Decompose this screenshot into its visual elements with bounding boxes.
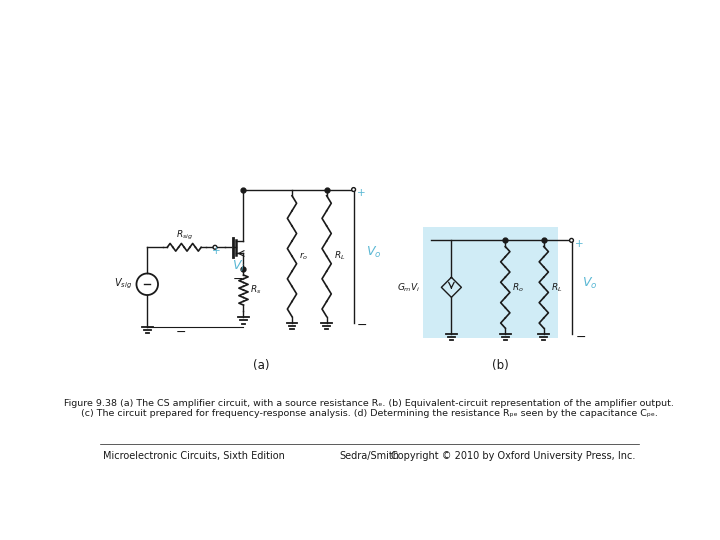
Text: (a): (a) (253, 359, 269, 372)
Text: −: − (356, 319, 367, 332)
Text: $r_o$: $r_o$ (299, 251, 308, 262)
Circle shape (351, 187, 356, 192)
Text: Sedra/Smith: Sedra/Smith (339, 451, 399, 461)
Text: $R_s$: $R_s$ (251, 284, 262, 296)
Text: −: − (233, 273, 243, 286)
Text: $R_L$: $R_L$ (333, 250, 345, 262)
Text: $V_{sig}$: $V_{sig}$ (114, 277, 132, 292)
Text: Microelectronic Circuits, Sixth Edition: Microelectronic Circuits, Sixth Edition (102, 451, 284, 461)
Text: $G_mV_i$: $G_mV_i$ (397, 281, 420, 294)
Text: +: + (356, 188, 365, 199)
Text: $R_o$: $R_o$ (512, 281, 524, 294)
Text: (b): (b) (492, 359, 508, 372)
Text: $V_o$: $V_o$ (582, 276, 598, 292)
Circle shape (213, 245, 217, 249)
Text: $R_L$: $R_L$ (551, 281, 562, 294)
Text: $V_o$: $V_o$ (366, 245, 382, 260)
Text: $R_{sig}$: $R_{sig}$ (176, 229, 193, 242)
Bar (423, 226, 558, 338)
Text: −: − (176, 326, 186, 339)
Text: Figure 9.38 (a) The CS amplifier circuit, with a source resistance Rₑ. (b) Equiv: Figure 9.38 (a) The CS amplifier circuit… (64, 399, 674, 408)
Text: $V_i$: $V_i$ (232, 259, 245, 274)
Circle shape (570, 239, 573, 242)
Text: −: − (575, 330, 586, 343)
Text: +: + (212, 246, 220, 256)
Text: +: + (575, 239, 584, 249)
Text: (c) The circuit prepared for frequency-response analysis. (d) Determining the re: (c) The circuit prepared for frequency-r… (81, 409, 657, 418)
Text: Copyright © 2010 by Oxford University Press, Inc.: Copyright © 2010 by Oxford University Pr… (391, 451, 636, 461)
